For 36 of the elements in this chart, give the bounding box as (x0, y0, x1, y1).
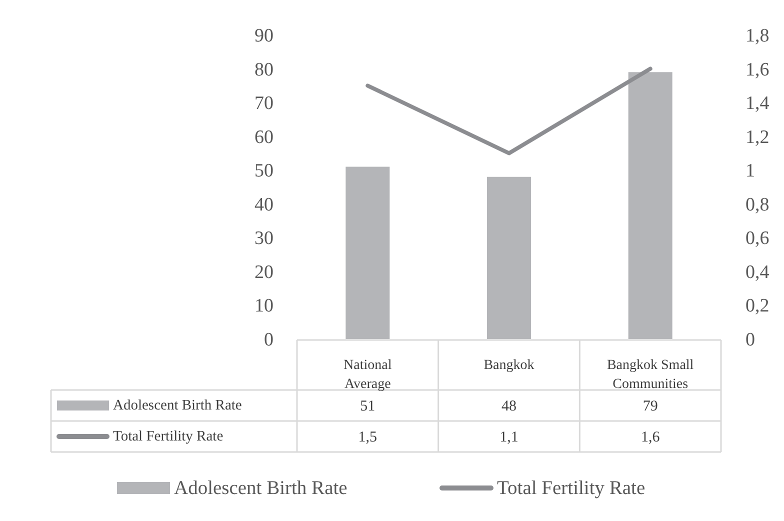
data-label: 79 (642, 398, 658, 414)
x-tick-label: Bangkok (484, 358, 534, 373)
data-label: 1,5 (358, 430, 378, 446)
data-label: 48 (502, 398, 516, 414)
y2-tick-label: 1,2 (746, 126, 770, 148)
text: Adolescent Birth Rate (174, 478, 348, 499)
data-label: 1,6 (640, 430, 660, 446)
x-tick-label: Bangkok Small Communities (606, 358, 694, 392)
bar (628, 72, 672, 339)
bar (346, 166, 390, 339)
y2-tick-label: 0 (746, 330, 755, 350)
y2-tick-label: 1,8 (746, 26, 770, 46)
data-label: 1,1 (500, 430, 518, 446)
y2-tick-label: 0,8 (746, 194, 770, 216)
x-tick-label: National Average (344, 358, 392, 392)
data-label: 51 (360, 398, 376, 414)
y2-tick-label: 1,4 (746, 93, 770, 114)
y-tick-label: 10 (254, 296, 274, 317)
y2-tick-label: 0,2 (746, 296, 770, 317)
y2-tick-label: 1 (746, 160, 755, 182)
y-tick-label: 80 (254, 59, 274, 80)
y-tick-label: 90 (254, 26, 274, 46)
legend-label: Total Fertility Rate (113, 428, 224, 444)
y-tick-label: 20 (254, 262, 274, 283)
bar (487, 176, 531, 339)
legend-label: Adolescent Birth Rate (113, 398, 242, 414)
y-tick-label: 70 (254, 93, 274, 114)
y-tick-label: 60 (254, 126, 274, 148)
y-tick-label: 40 (254, 194, 274, 216)
y2-tick-label: 0,4 (746, 262, 770, 283)
y-tick-label: 50 (254, 160, 274, 182)
y-tick-label: 30 (254, 228, 274, 250)
y2-tick-label: 1,6 (746, 59, 770, 80)
text: Total Fertility Rate (497, 478, 646, 499)
y2-tick-label: 0,6 (746, 228, 770, 250)
y-tick-label: 0 (264, 330, 274, 350)
